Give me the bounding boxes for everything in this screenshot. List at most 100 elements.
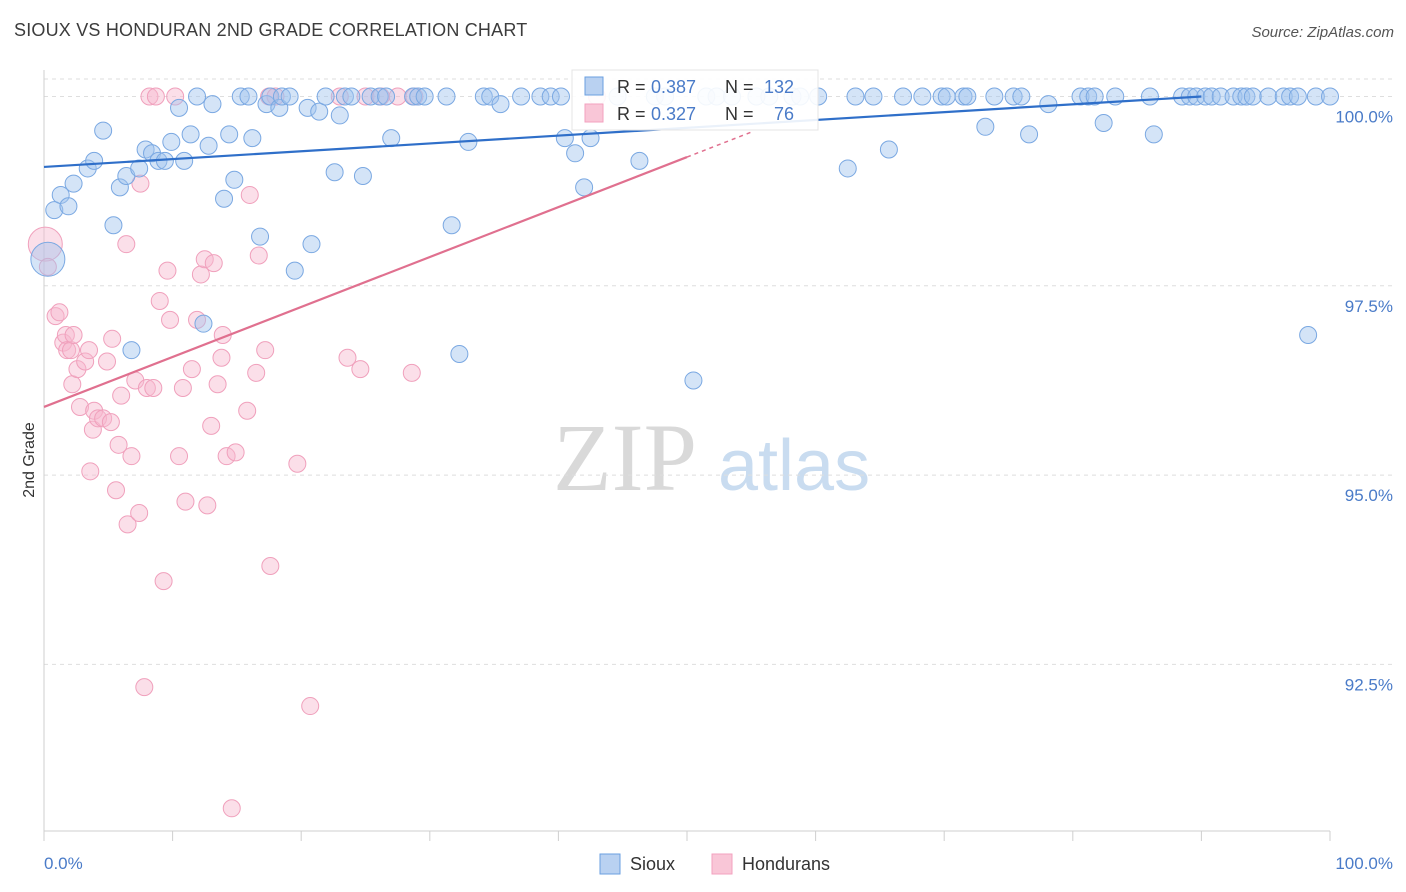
y-tick-label: 100.0%	[1335, 108, 1393, 127]
hondurans-point	[63, 375, 82, 394]
sioux-point	[581, 129, 600, 148]
sioux-point	[162, 132, 181, 151]
hondurans-point	[356, 87, 375, 106]
sioux-point	[310, 102, 329, 121]
trend-lines	[43, 95, 1202, 408]
sioux-point	[110, 178, 129, 197]
sioux-point	[551, 87, 570, 106]
sioux-point	[377, 87, 396, 106]
sioux-point	[104, 216, 123, 235]
sioux-point	[1012, 87, 1031, 106]
source-credit: Source: ZipAtlas.com	[1251, 24, 1394, 41]
sioux-point	[684, 371, 703, 390]
hondurans-n-label: N =	[725, 104, 754, 124]
legend-hondurans-label: Hondurans	[742, 854, 830, 874]
sioux-point	[954, 87, 973, 106]
hondurans-point	[261, 556, 280, 575]
sioux-point	[130, 159, 149, 178]
sioux-point	[1020, 125, 1039, 144]
watermark-atlas: atlas	[718, 426, 870, 506]
sioux-point	[1224, 87, 1243, 106]
hondurans-point	[195, 250, 214, 269]
sioux-point	[1306, 87, 1325, 106]
sioux-point	[298, 98, 317, 117]
hondurans-point	[288, 454, 307, 473]
sioux-point	[985, 87, 1004, 106]
hondurans-trend-extension	[686, 131, 752, 158]
sioux-point	[541, 87, 560, 106]
sioux-points	[30, 87, 1339, 390]
sioux-point	[1211, 87, 1230, 106]
hondurans-point	[166, 87, 185, 106]
sioux-point	[838, 159, 857, 178]
sioux-point	[243, 129, 262, 148]
sioux-point	[59, 197, 78, 216]
sioux-point	[382, 129, 401, 148]
hondurans-point	[103, 329, 122, 348]
sioux-point	[1237, 87, 1256, 106]
hondurans-point	[38, 257, 57, 276]
hondurans-point	[117, 235, 136, 254]
sioux-point	[1299, 326, 1318, 345]
sioux-point	[512, 87, 531, 106]
sioux-point	[481, 87, 500, 106]
hondurans-trend-line	[43, 156, 688, 408]
sioux-point	[1144, 125, 1163, 144]
hondurans-point	[98, 352, 117, 371]
axes	[43, 70, 1331, 841]
hondurans-n-value: 76	[774, 104, 794, 124]
sioux-point	[30, 241, 66, 277]
hondurans-point	[202, 416, 221, 435]
x-tick-label-max: 100.0%	[1335, 854, 1393, 873]
sioux-point	[45, 201, 64, 220]
sioux-point	[1140, 87, 1159, 106]
sioux-point	[1274, 87, 1293, 106]
y-tick-label: 95.0%	[1345, 486, 1393, 505]
watermark-zip: ZIP	[553, 404, 697, 511]
hondurans-point	[158, 261, 177, 280]
hondurans-point	[68, 360, 87, 379]
sioux-point	[64, 174, 83, 193]
sioux-point	[531, 87, 550, 106]
sioux-point	[1259, 87, 1278, 106]
sioux-point	[231, 87, 250, 106]
sioux-point	[325, 163, 344, 182]
y-axis-label: 2nd Grade	[21, 422, 38, 498]
hondurans-point	[101, 413, 120, 432]
hondurans-point	[351, 360, 370, 379]
hondurans-point	[222, 799, 241, 818]
sioux-point	[316, 87, 335, 106]
sioux-point	[575, 178, 594, 197]
hondurans-point	[191, 265, 210, 284]
hondurans-points	[27, 87, 606, 818]
hondurans-point	[208, 375, 227, 394]
sioux-point	[94, 121, 113, 140]
sioux-swatch	[584, 76, 604, 96]
sioux-point	[442, 216, 461, 235]
stats-legend-box	[571, 69, 819, 131]
hondurans-point	[204, 254, 223, 273]
sioux-point	[239, 87, 258, 106]
sioux-point	[194, 314, 213, 333]
hondurans-point	[226, 443, 245, 462]
sioux-point	[976, 117, 995, 136]
sioux-point	[1288, 87, 1307, 106]
sioux-point	[342, 87, 361, 106]
sioux-point	[353, 167, 372, 186]
hondurans-point	[402, 363, 421, 382]
sioux-point	[122, 341, 141, 360]
hondurans-point	[266, 87, 285, 106]
bottom-legend: Sioux Hondurans	[599, 853, 830, 875]
hondurans-point	[80, 341, 99, 360]
hondurans-point	[301, 697, 320, 716]
hondurans-point	[249, 246, 268, 265]
sioux-point	[215, 189, 234, 208]
hondurans-point	[173, 379, 192, 398]
hondurans-point	[118, 515, 137, 534]
sioux-point	[1071, 87, 1090, 106]
sioux-point	[1039, 95, 1058, 114]
sioux-point	[958, 87, 977, 106]
hondurans-point	[150, 291, 169, 310]
hondurans-point	[137, 379, 156, 398]
